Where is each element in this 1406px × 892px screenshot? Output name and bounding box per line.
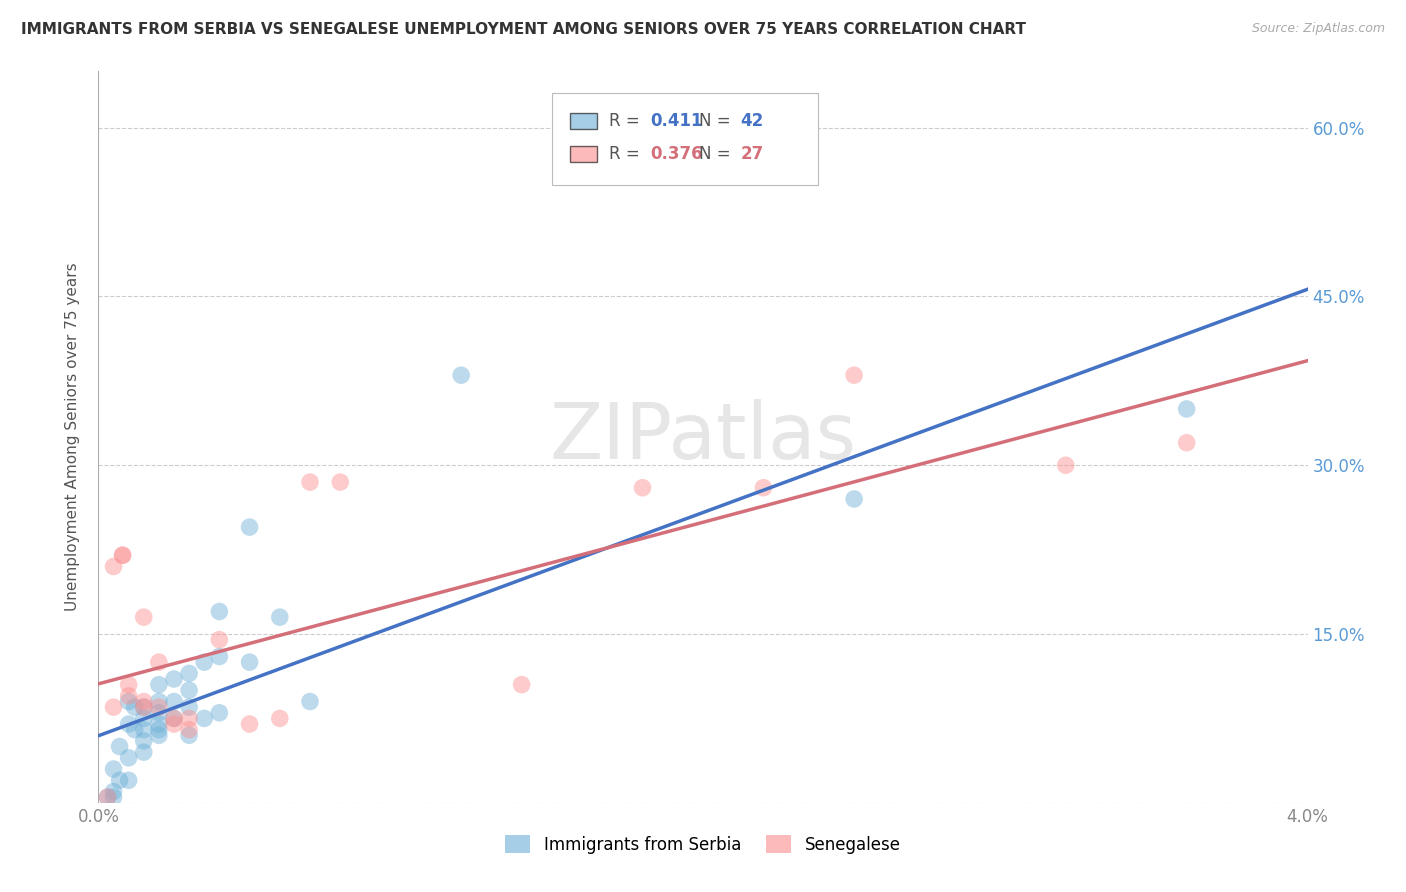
Text: IMMIGRANTS FROM SERBIA VS SENEGALESE UNEMPLOYMENT AMONG SENIORS OVER 75 YEARS CO: IMMIGRANTS FROM SERBIA VS SENEGALESE UNE… xyxy=(21,22,1026,37)
Point xyxy=(103,784,125,798)
Point xyxy=(208,632,231,647)
Y-axis label: Unemployment Among Seniors over 75 years: Unemployment Among Seniors over 75 years xyxy=(65,263,80,611)
Point xyxy=(111,548,134,562)
Point xyxy=(118,717,141,731)
Point xyxy=(179,728,201,742)
Point xyxy=(118,694,141,708)
Point xyxy=(132,700,155,714)
Point xyxy=(239,520,262,534)
Point xyxy=(132,694,155,708)
Point xyxy=(124,700,146,714)
Point xyxy=(208,706,231,720)
Point xyxy=(299,694,322,708)
Point xyxy=(132,610,155,624)
Point xyxy=(163,694,186,708)
Point xyxy=(148,678,170,692)
Point xyxy=(103,790,125,805)
Text: N =: N = xyxy=(699,112,737,130)
Point xyxy=(179,683,201,698)
Text: 27: 27 xyxy=(741,145,763,163)
Text: ZIPatlas: ZIPatlas xyxy=(550,399,856,475)
Point xyxy=(132,700,155,714)
Point xyxy=(510,678,533,692)
Point xyxy=(132,723,155,737)
Point xyxy=(103,700,125,714)
Point xyxy=(239,655,262,669)
Text: R =: R = xyxy=(609,145,645,163)
Point xyxy=(208,649,231,664)
Point xyxy=(269,610,291,624)
Point xyxy=(844,491,866,506)
FancyBboxPatch shape xyxy=(569,113,596,129)
Point xyxy=(179,700,201,714)
Point xyxy=(108,739,131,754)
Point xyxy=(239,717,262,731)
Point xyxy=(132,745,155,759)
Point xyxy=(148,655,170,669)
Point xyxy=(1175,401,1198,416)
Point xyxy=(148,717,170,731)
Point xyxy=(118,773,141,788)
Point xyxy=(752,481,775,495)
FancyBboxPatch shape xyxy=(551,94,818,185)
FancyBboxPatch shape xyxy=(569,146,596,162)
Point xyxy=(118,689,141,703)
Point xyxy=(269,711,291,725)
Text: N =: N = xyxy=(699,145,737,163)
Text: Source: ZipAtlas.com: Source: ZipAtlas.com xyxy=(1251,22,1385,36)
Point xyxy=(163,672,186,686)
Point xyxy=(96,790,118,805)
Text: 0.411: 0.411 xyxy=(650,112,702,130)
Point xyxy=(148,700,170,714)
Text: R =: R = xyxy=(609,112,645,130)
Point xyxy=(148,723,170,737)
Point xyxy=(124,723,146,737)
Point xyxy=(844,368,866,383)
Point xyxy=(450,368,472,383)
Point xyxy=(118,678,141,692)
Point xyxy=(96,790,118,805)
Text: 42: 42 xyxy=(741,112,763,130)
Point xyxy=(179,666,201,681)
Point xyxy=(631,481,654,495)
Point xyxy=(179,723,201,737)
Point xyxy=(1175,435,1198,450)
Point xyxy=(193,655,215,669)
Point xyxy=(179,711,201,725)
Point xyxy=(148,706,170,720)
Point xyxy=(163,711,186,725)
Text: 0.376: 0.376 xyxy=(650,145,703,163)
Point xyxy=(111,548,134,562)
Point xyxy=(148,694,170,708)
Point xyxy=(299,475,322,489)
Point xyxy=(103,762,125,776)
Point xyxy=(103,559,125,574)
Point xyxy=(163,711,186,725)
Point xyxy=(163,717,186,731)
Point xyxy=(132,711,155,725)
Point xyxy=(329,475,352,489)
Point xyxy=(118,751,141,765)
Point xyxy=(208,605,231,619)
Point xyxy=(132,734,155,748)
Point xyxy=(193,711,215,725)
Legend: Immigrants from Serbia, Senegalese: Immigrants from Serbia, Senegalese xyxy=(499,829,907,860)
Point xyxy=(108,773,131,788)
Point xyxy=(1054,458,1077,473)
Point xyxy=(148,728,170,742)
